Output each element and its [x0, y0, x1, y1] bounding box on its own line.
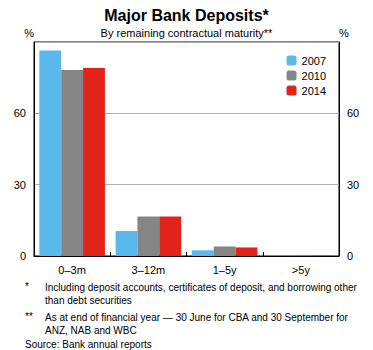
- svg-text:1–5y: 1–5y: [213, 264, 237, 276]
- svg-text:0–3m: 0–3m: [58, 264, 86, 276]
- svg-text:>5y: >5y: [292, 264, 311, 276]
- svg-text:Including deposit accounts, ce: Including deposit accounts, certificates…: [45, 282, 360, 293]
- svg-text:60: 60: [347, 107, 359, 119]
- svg-text:By remaining contractual matur: By remaining contractual maturity**: [101, 27, 274, 39]
- svg-text:**: **: [25, 311, 33, 322]
- svg-text:Source: Bank annual reports: Source: Bank annual reports: [25, 339, 152, 350]
- svg-text:%: %: [339, 27, 349, 39]
- svg-text:Major Bank Deposits*: Major Bank Deposits*: [104, 7, 269, 24]
- svg-text:*: *: [25, 281, 29, 292]
- svg-text:than debt securities: than debt securities: [45, 295, 132, 306]
- svg-text:2014: 2014: [302, 85, 326, 97]
- svg-text:3–12m: 3–12m: [132, 264, 166, 276]
- svg-text:2010: 2010: [302, 70, 326, 82]
- svg-text:2007: 2007: [302, 55, 326, 67]
- svg-text:%: %: [24, 27, 34, 39]
- svg-text:30: 30: [14, 179, 26, 191]
- svg-text:As at end of financial year —: As at end of financial year — 30 June fo…: [45, 312, 351, 323]
- svg-text:0: 0: [20, 250, 26, 262]
- svg-text:30: 30: [347, 179, 359, 191]
- svg-text:60: 60: [14, 107, 26, 119]
- svg-text:0: 0: [347, 250, 353, 262]
- svg-text:ANZ, NAB and WBC: ANZ, NAB and WBC: [45, 325, 137, 336]
